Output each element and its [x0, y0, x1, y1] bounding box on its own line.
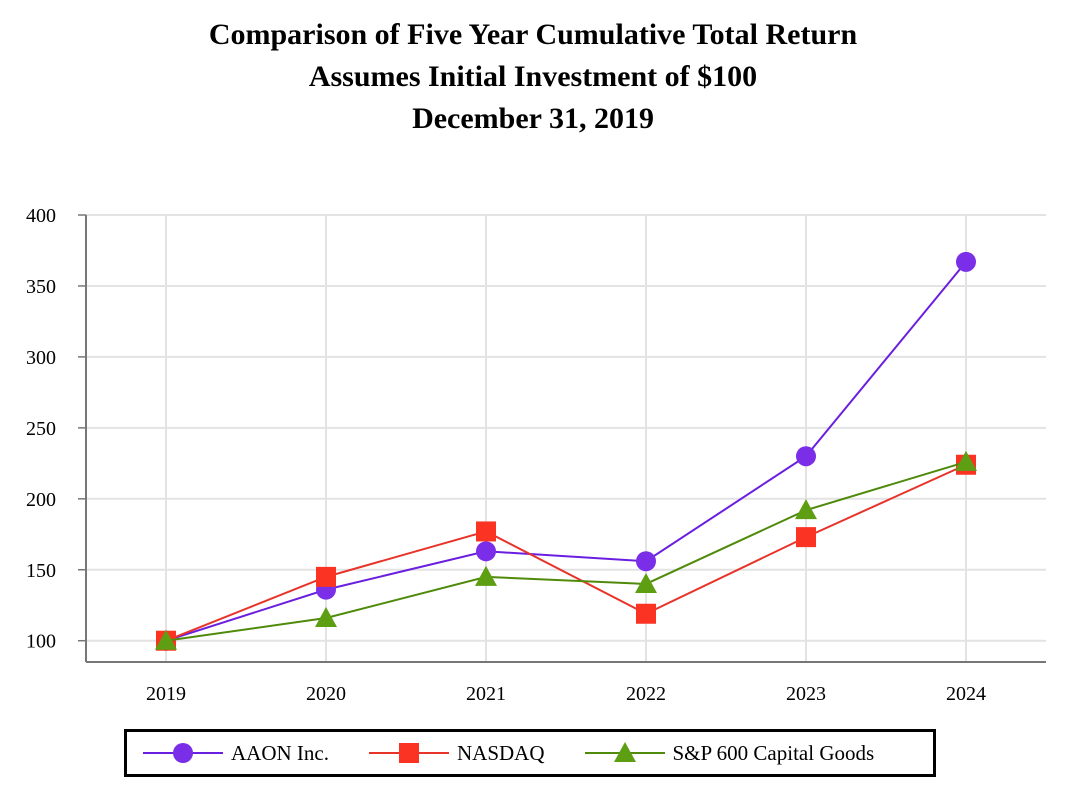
data-point-circle	[796, 446, 816, 467]
legend-item-aaon: AAON Inc.	[143, 738, 329, 768]
line-chart: 100 150 200 250 300 350 400 2019 2020 2021 2022 202…	[26, 205, 1046, 705]
data-point-circle	[476, 541, 496, 562]
legend-label-sp600: S&P 600 Capital Goods	[672, 740, 875, 765]
x-tick-label: 2023	[786, 683, 826, 705]
x-tick-label: 2020	[306, 683, 346, 705]
legend: AAON Inc. NASDAQ S&P 600 Capital Goods	[124, 729, 936, 777]
data-point-triangle	[795, 499, 817, 520]
chart-title-line-3: December 31, 2019	[412, 102, 654, 135]
legend-label-nasdaq: NASDAQ	[456, 740, 545, 765]
data-point-square	[636, 603, 656, 624]
chart-title: Comparison of Five Year Cumulative Total…	[0, 14, 1066, 140]
data-point-triangle	[955, 450, 977, 471]
series-lines	[155, 251, 977, 651]
y-tick-label: 250	[26, 418, 56, 440]
data-point-square	[316, 566, 336, 587]
axes	[78, 214, 1046, 663]
gridlines	[86, 214, 1046, 662]
data-point-square	[476, 521, 496, 542]
data-point-triangle	[155, 629, 177, 650]
triangle-marker-icon	[584, 742, 665, 762]
chart-title-line-1: Comparison of Five Year Cumulative Total…	[208, 18, 858, 51]
data-point-triangle	[635, 572, 657, 593]
y-tick-label: 400	[26, 205, 56, 227]
legend-item-sp600: S&P 600 Capital Goods	[584, 738, 875, 768]
y-tick-label: 350	[26, 276, 56, 298]
data-point-circle	[956, 251, 976, 272]
chart-title-line-2: Assumes Initial Investment of $100	[308, 60, 758, 93]
data-point-triangle	[475, 565, 497, 586]
y-tick-label: 100	[26, 631, 56, 653]
x-tick-label: 2024	[946, 683, 986, 705]
y-tick-label: 150	[26, 560, 56, 582]
circle-marker-icon	[143, 743, 223, 763]
y-tick-label: 300	[26, 347, 56, 369]
y-tick-label: 200	[26, 489, 56, 511]
data-point-circle	[636, 551, 656, 572]
data-point-triangle	[315, 607, 337, 628]
legend-label-aaon: AAON Inc.	[231, 740, 329, 765]
series-line-0	[165, 261, 967, 642]
x-tick-label: 2022	[626, 683, 666, 705]
data-point-square	[796, 527, 816, 548]
legend-item-nasdaq: NASDAQ	[368, 738, 545, 768]
series-line-2	[165, 460, 967, 642]
x-tick-label: 2019	[146, 683, 186, 705]
square-marker-icon	[368, 743, 449, 763]
x-tick-label: 2021	[466, 683, 506, 705]
tick-labels: 100 150 200 250 300 350 400 2019 2020 2021 2022 202…	[26, 205, 986, 705]
series-line-1	[165, 463, 967, 642]
